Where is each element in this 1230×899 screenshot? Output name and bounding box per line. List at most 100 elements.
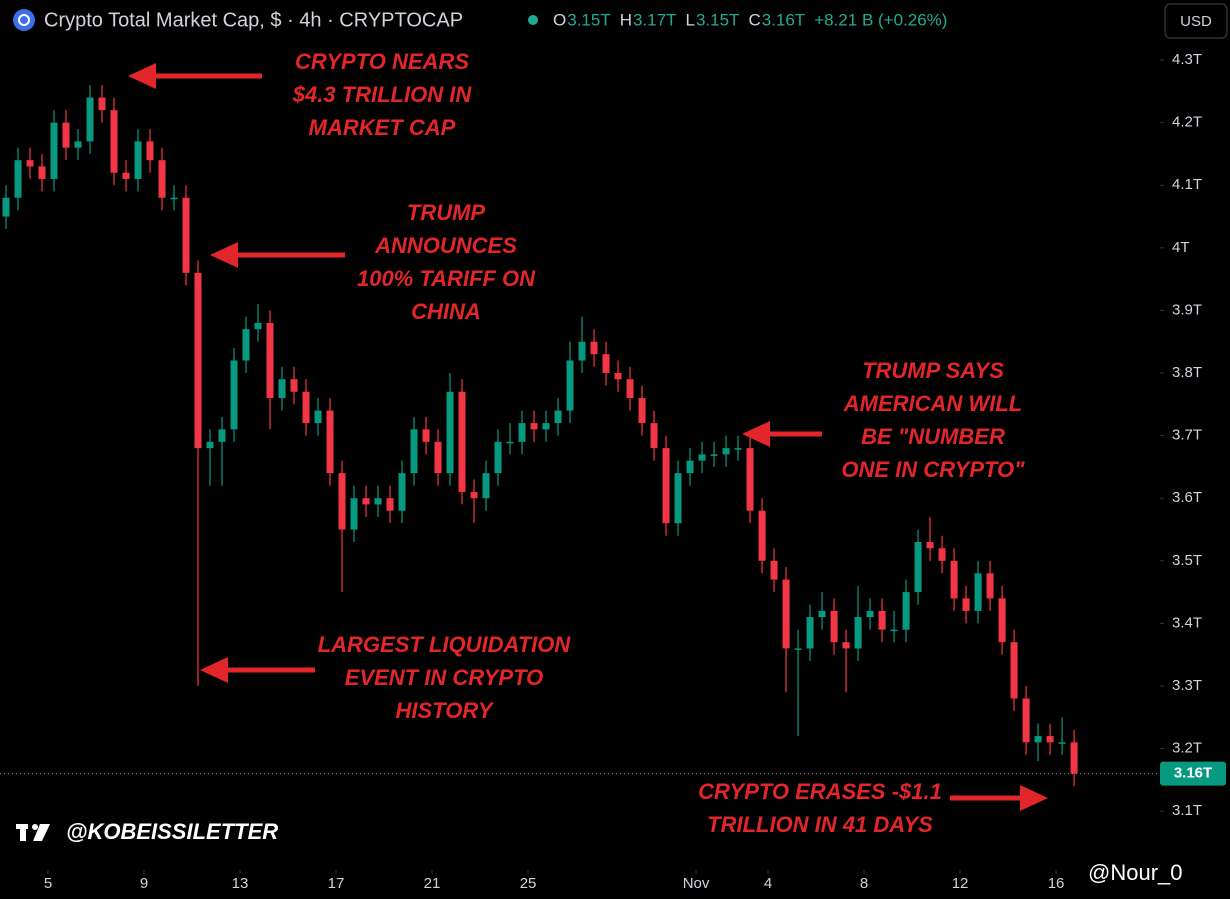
- candle-body: [1046, 736, 1054, 743]
- x-tick-label: Nov: [683, 875, 710, 892]
- candle-body: [986, 573, 994, 599]
- annotation: $4.3 TRILLION IN: [292, 82, 473, 107]
- candle-body: [494, 441, 502, 474]
- annotation: MARKET CAP: [309, 115, 456, 140]
- candle-body: [902, 592, 910, 630]
- y-tick-label: 3.9T: [1172, 301, 1202, 318]
- candle-body: [1010, 642, 1018, 699]
- x-tick-label: 16: [1048, 875, 1065, 892]
- annotation: HISTORY: [396, 698, 495, 723]
- candle-body: [938, 548, 946, 561]
- candle-body: [98, 97, 106, 111]
- candle-body: [398, 473, 406, 511]
- logo-part: [20, 824, 26, 841]
- candle-body: [206, 441, 214, 449]
- annotation: CHINA: [411, 299, 481, 324]
- annotation: CRYPTO ERASES -$1.1: [698, 779, 942, 804]
- x-tick-label: 13: [232, 875, 249, 892]
- x-tick-label: 4: [764, 875, 772, 892]
- y-tick-label: 3.2T: [1172, 740, 1202, 757]
- legend-value: 3.15T: [567, 10, 610, 29]
- candle-body: [446, 391, 454, 474]
- logo-part: [33, 824, 50, 841]
- candle-body: [806, 617, 814, 649]
- symbol-logo: [13, 9, 35, 31]
- candle-body: [914, 542, 922, 593]
- candle-body: [470, 491, 478, 499]
- candle-body: [110, 110, 118, 173]
- candle-body: [722, 448, 730, 455]
- candle-body: [614, 373, 622, 380]
- currency-label: USD: [1180, 13, 1212, 30]
- arrow-head: [210, 242, 238, 268]
- legend-key: H: [620, 10, 632, 29]
- annotation: LARGEST LIQUIDATION: [318, 632, 572, 657]
- candle-body: [158, 160, 166, 198]
- y-tick-label: 4.1T: [1172, 176, 1202, 193]
- candle-body: [302, 391, 310, 424]
- candle-body: [530, 423, 538, 430]
- candle-body: [482, 473, 490, 499]
- legend-key: O: [553, 10, 566, 29]
- candle-body: [350, 498, 358, 530]
- candle-body: [434, 441, 442, 474]
- legend-change: +8.21 B (+0.26%): [814, 10, 947, 29]
- annotation: CRYPTO NEARS: [295, 49, 469, 74]
- market-status: [528, 15, 538, 25]
- candle-body: [278, 379, 286, 399]
- candle-body: [950, 560, 958, 599]
- candle-body: [122, 172, 130, 179]
- candle-body: [638, 398, 646, 424]
- currency-button[interactable]: [1164, 3, 1228, 39]
- candle-body: [338, 473, 346, 530]
- candle-body: [650, 423, 658, 449]
- annotation: TRUMP: [407, 200, 486, 225]
- candle-body: [962, 598, 970, 611]
- candle-body: [50, 122, 58, 179]
- candle-body: [770, 560, 778, 580]
- candle-body: [1058, 742, 1066, 744]
- candle-body: [242, 329, 250, 361]
- annotation: BE "NUMBER: [861, 424, 1005, 449]
- symbol-logo-mark: [18, 14, 30, 26]
- candle-body: [218, 429, 226, 442]
- y-tick-label: 3.8T: [1172, 364, 1202, 381]
- candle-body: [710, 454, 718, 456]
- candle-body: [974, 573, 982, 611]
- candle-body: [362, 498, 370, 505]
- annotation: 100% TARIFF ON: [357, 266, 536, 291]
- arrow-head: [200, 657, 228, 683]
- annotation: AMERICAN WILL: [843, 391, 1022, 416]
- watermark: @KOBEISSILETTER: [66, 819, 278, 844]
- candle-body: [866, 610, 874, 618]
- candle-body: [554, 410, 562, 424]
- candle-body: [38, 166, 46, 179]
- last-price-label: 3.16T: [1174, 765, 1212, 782]
- annotation: ONE IN CRYPTO": [841, 457, 1025, 482]
- y-tick-label: 3.5T: [1172, 552, 1202, 569]
- candle-body: [410, 429, 418, 474]
- y-tick-label: 3.3T: [1172, 677, 1202, 694]
- candle-body: [326, 410, 334, 474]
- candle-body: [458, 391, 466, 492]
- y-tick-label: 4.3T: [1172, 51, 1202, 68]
- candle-body: [662, 448, 670, 524]
- x-tick-label: 8: [860, 875, 868, 892]
- candle-body: [86, 97, 94, 142]
- candle-body: [374, 498, 382, 505]
- candle-body: [518, 423, 526, 442]
- candle-body: [566, 360, 574, 411]
- candle-body: [254, 322, 262, 330]
- candle-body: [674, 473, 682, 524]
- candle-body: [74, 141, 82, 148]
- chart-title: Crypto Total Market Cap, $ · 4h · CRYPTO…: [44, 9, 463, 31]
- candle-body: [602, 354, 610, 374]
- arrow-head: [742, 421, 770, 447]
- candle-body: [386, 498, 394, 511]
- y-tick-label: 4.2T: [1172, 114, 1202, 131]
- candle-body: [170, 197, 178, 200]
- candle-body: [698, 454, 706, 461]
- candle-body: [1070, 742, 1078, 774]
- x-tick-label: 21: [424, 875, 441, 892]
